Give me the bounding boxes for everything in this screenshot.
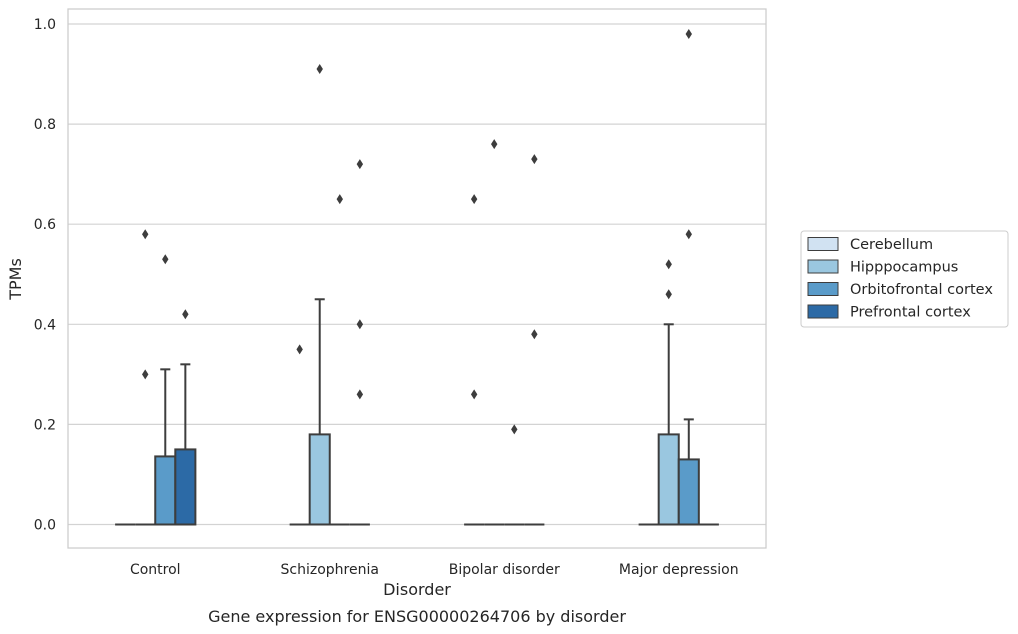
legend-label: Hipppocampus bbox=[850, 260, 958, 276]
outlier-point bbox=[356, 159, 364, 170]
outlier-point bbox=[182, 309, 189, 320]
y-axis-title: TPMs bbox=[6, 258, 25, 301]
box-group bbox=[135, 229, 156, 526]
legend-label: Cerebellum bbox=[850, 237, 933, 253]
box-group bbox=[289, 344, 310, 526]
outlier-point bbox=[162, 254, 169, 265]
box-group bbox=[504, 424, 525, 526]
box-group bbox=[677, 29, 700, 526]
outlier-point bbox=[316, 64, 323, 75]
box bbox=[174, 448, 197, 526]
legend-label: Orbitofrontal cortex bbox=[850, 282, 993, 298]
outlier-point bbox=[685, 29, 692, 40]
outlier-point bbox=[531, 329, 538, 340]
legend-swatch bbox=[807, 259, 839, 274]
y-tick-label: 0.6 bbox=[34, 217, 56, 233]
plot-frame bbox=[67, 8, 767, 549]
y-tick-label: 0.8 bbox=[34, 117, 56, 133]
boxes bbox=[115, 29, 719, 526]
outlier-point bbox=[470, 194, 478, 205]
box-group bbox=[464, 194, 485, 526]
box-group bbox=[657, 259, 680, 526]
legend-swatch bbox=[807, 237, 839, 251]
legend-items: Cerebellum Hipppocampus Orbitofrontal cort… bbox=[807, 237, 993, 321]
y-tick-label: 0.2 bbox=[34, 417, 56, 433]
outlier-point bbox=[665, 289, 672, 300]
box-group bbox=[174, 309, 197, 526]
legend-swatch bbox=[807, 304, 839, 319]
box-group bbox=[154, 254, 177, 526]
x-tick-label: Control bbox=[130, 562, 181, 578]
x-tick-label: Major depression bbox=[619, 562, 739, 578]
box bbox=[657, 433, 680, 526]
box-group bbox=[349, 159, 370, 526]
box bbox=[677, 458, 700, 526]
y-tick-labels: 0.0 0.2 0.4 0.6 0.8 1.0 bbox=[34, 17, 56, 533]
outlier-point bbox=[665, 259, 672, 270]
outlier-point bbox=[142, 369, 149, 380]
box bbox=[308, 433, 331, 526]
outlier-point bbox=[356, 389, 364, 400]
box bbox=[154, 455, 177, 526]
outlier-point bbox=[296, 344, 303, 355]
outlier-point bbox=[491, 139, 498, 150]
outlier-point bbox=[685, 229, 692, 240]
y-tick-label: 0.0 bbox=[34, 517, 56, 533]
box-group bbox=[524, 154, 545, 526]
x-tick-labels: Control Schizophrenia Bipolar disorder Majo… bbox=[130, 562, 739, 578]
legend-label: Prefrontal cortex bbox=[850, 305, 971, 321]
box-group bbox=[308, 64, 331, 526]
outlier-point bbox=[531, 154, 538, 165]
outlier-point bbox=[470, 389, 478, 400]
chart-caption: Gene expression for ENSG00000264706 by d… bbox=[208, 607, 626, 626]
y-tick-label: 0.4 bbox=[34, 317, 56, 333]
box-group bbox=[484, 139, 505, 526]
outlier-point bbox=[336, 194, 343, 205]
box-group bbox=[329, 194, 350, 526]
outlier-point bbox=[511, 424, 518, 435]
x-axis-title: Disorder bbox=[383, 580, 451, 599]
x-tick-label: Schizophrenia bbox=[281, 562, 379, 578]
legend-frame bbox=[800, 230, 1009, 328]
legend-swatch bbox=[807, 282, 839, 296]
outlier-point bbox=[356, 319, 364, 330]
outlier-point bbox=[142, 229, 149, 240]
x-tick-label: Bipolar disorder bbox=[449, 562, 560, 578]
legend: Cerebellum Hipppocampus Orbitofrontal cort… bbox=[800, 230, 1009, 328]
y-tick-label: 1.0 bbox=[34, 17, 56, 33]
